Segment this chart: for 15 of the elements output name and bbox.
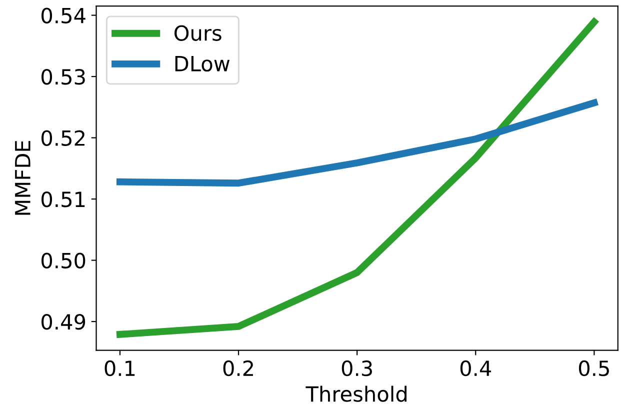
y-tick-label: 0.50 xyxy=(42,252,86,268)
y-axis-title: MMFDE xyxy=(15,140,30,215)
x-tick-label: 0.1 xyxy=(104,360,135,376)
y-tick-label: 0.52 xyxy=(42,130,84,146)
x-tick-label: 0.2 xyxy=(223,360,253,376)
y-tick-label: 0.53 xyxy=(42,68,85,85)
x-axis-title: Threshold xyxy=(306,386,407,402)
y-tick-label: 0.54 xyxy=(42,8,86,24)
y-tick-label: 0.51 xyxy=(42,191,85,208)
legend-label: DLow xyxy=(175,56,230,72)
x-tick-label: 0.4 xyxy=(460,360,492,376)
x-tick-label: 0.3 xyxy=(342,360,372,376)
x-tick-label: 0.5 xyxy=(578,360,609,376)
y-tick-label: 0.49 xyxy=(42,314,86,330)
legend-label: Ours xyxy=(174,25,222,41)
